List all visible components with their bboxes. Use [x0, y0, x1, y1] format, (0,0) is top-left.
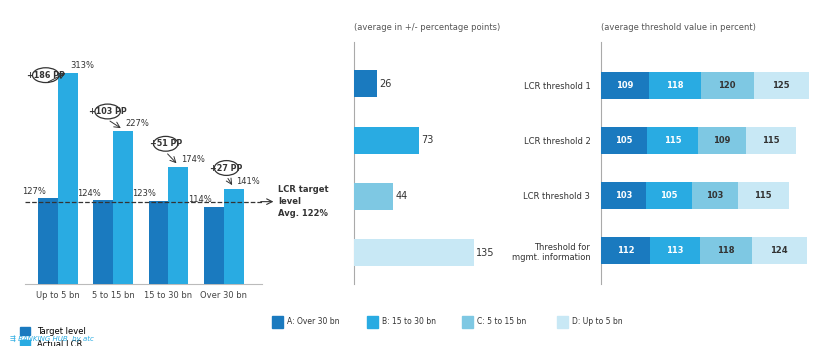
- Text: 227%: 227%: [125, 119, 149, 128]
- Text: 141%: 141%: [236, 177, 260, 186]
- Bar: [354, 127, 418, 154]
- Bar: [646, 182, 692, 209]
- Text: 124: 124: [771, 246, 788, 255]
- Text: 118: 118: [717, 246, 735, 255]
- Bar: [648, 72, 700, 99]
- Bar: [354, 239, 474, 266]
- Text: C: 5 to 15 bn: C: 5 to 15 bn: [477, 317, 526, 326]
- Bar: [601, 127, 647, 154]
- Text: 26: 26: [380, 79, 392, 89]
- Legend: Target level, Actual LCR: Target level, Actual LCR: [17, 324, 89, 346]
- Text: 115: 115: [762, 136, 780, 145]
- Bar: [58, 73, 78, 284]
- Text: 109: 109: [713, 136, 730, 145]
- Text: A: Over 30 bn: A: Over 30 bn: [287, 317, 340, 326]
- Text: 115: 115: [754, 191, 772, 200]
- Text: (average threshold value in percent): (average threshold value in percent): [601, 23, 756, 32]
- Text: 114%: 114%: [188, 195, 211, 204]
- Bar: [700, 237, 752, 264]
- Text: 120: 120: [719, 81, 736, 90]
- Text: 125: 125: [772, 81, 790, 90]
- Text: B: 15 to 30 bn: B: 15 to 30 bn: [382, 317, 436, 326]
- Text: 73: 73: [422, 135, 434, 145]
- Text: 105: 105: [615, 136, 633, 145]
- Text: (average in +/- percentage points): (average in +/- percentage points): [354, 23, 500, 32]
- Bar: [754, 72, 808, 99]
- Text: +103 PP: +103 PP: [89, 107, 126, 116]
- Bar: [601, 72, 648, 99]
- Bar: [601, 182, 646, 209]
- Text: +27 PP: +27 PP: [210, 164, 243, 173]
- Bar: [354, 70, 377, 97]
- Bar: [692, 182, 738, 209]
- Text: 313%: 313%: [70, 62, 94, 71]
- Bar: [354, 183, 393, 210]
- Text: 115: 115: [663, 136, 681, 145]
- Text: ⇶ BANKING HUB  by atc: ⇶ BANKING HUB by atc: [10, 335, 94, 343]
- Text: 127%: 127%: [22, 186, 45, 195]
- Bar: [647, 127, 698, 154]
- Text: +51 PP: +51 PP: [149, 139, 182, 148]
- Text: 124%: 124%: [78, 189, 101, 198]
- Text: LCR target
level
Avg. 122%: LCR target level Avg. 122%: [278, 185, 328, 218]
- Bar: [752, 237, 807, 264]
- Text: 112: 112: [616, 246, 634, 255]
- Text: D: Up to 5 bn: D: Up to 5 bn: [572, 317, 622, 326]
- Text: 103: 103: [706, 191, 724, 200]
- Bar: [746, 127, 796, 154]
- Bar: [738, 182, 789, 209]
- Text: 103: 103: [615, 191, 632, 200]
- Bar: [698, 127, 746, 154]
- Text: 109: 109: [616, 81, 634, 90]
- Bar: [700, 72, 754, 99]
- Text: 105: 105: [661, 191, 678, 200]
- Bar: [224, 189, 243, 284]
- Bar: [168, 167, 188, 284]
- Text: 174%: 174%: [181, 155, 205, 164]
- Bar: [601, 237, 650, 264]
- Text: +186 PP: +186 PP: [27, 71, 64, 80]
- Text: 123%: 123%: [132, 189, 156, 198]
- Bar: [93, 200, 113, 284]
- Text: 118: 118: [666, 81, 684, 90]
- Text: 44: 44: [395, 191, 408, 201]
- Bar: [148, 201, 168, 284]
- Text: 135: 135: [477, 248, 495, 258]
- Text: 113: 113: [667, 246, 684, 255]
- Bar: [204, 207, 224, 284]
- Bar: [650, 237, 700, 264]
- Bar: [38, 198, 58, 284]
- Bar: [113, 131, 133, 284]
